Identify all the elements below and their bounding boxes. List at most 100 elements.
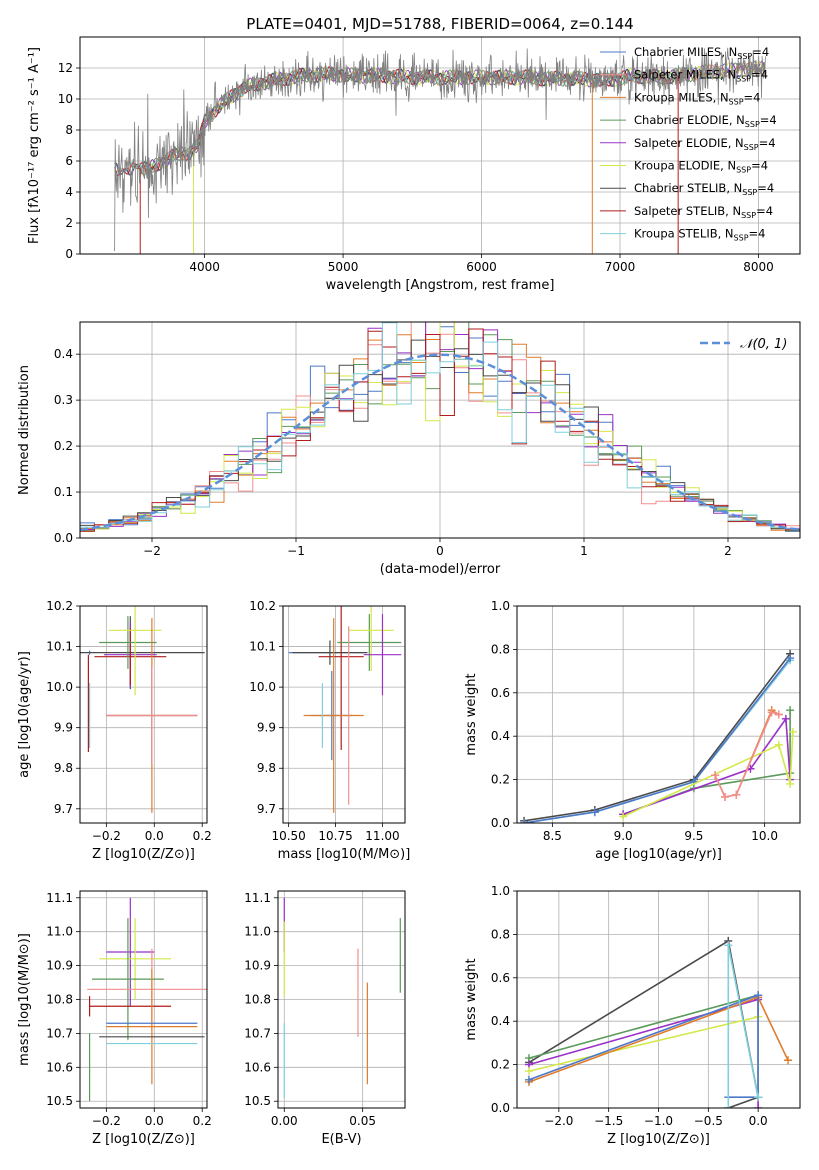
y-axis-label: mass [log10(M/M⊙)] (17, 933, 32, 1066)
legend-subscript: SSP (736, 75, 751, 84)
legend-name: Salpeter MILES, N (634, 68, 736, 82)
y-tick-label: 4 (65, 185, 73, 199)
legend-entry: Chabrier MILES, NSSP=4 (634, 45, 769, 61)
plot-frame (79, 321, 801, 539)
legend-suffix: =4 (756, 204, 773, 218)
y-tick-label: 0.8 (491, 927, 510, 941)
y-tick-label: 10.2 (249, 599, 276, 613)
weight-line (622, 716, 791, 816)
plot-frame (516, 890, 801, 1109)
weight-marker (786, 654, 795, 663)
y-tick-label: 9.8 (54, 761, 73, 775)
y-tick-label: 11.1 (244, 891, 271, 905)
legend-name: Salpeter STELIB, N (634, 204, 741, 218)
legend-suffix: =4 (760, 113, 777, 127)
legend-subscript: SSP (734, 234, 749, 243)
y-tick-label: 0.6 (491, 686, 510, 700)
x-tick-label: 0.05 (349, 1114, 376, 1128)
legend-entry: Salpeter MILES, NSSP=4 (634, 68, 768, 84)
y-tick-label: 0.0 (491, 816, 510, 830)
x-tick-label: 10.75 (318, 829, 352, 843)
y-tick-label: 11.0 (244, 925, 271, 939)
legend-suffix: =4 (757, 181, 774, 195)
residual-histogram (80, 328, 800, 532)
x-tick-label: 0.00 (271, 1114, 298, 1128)
x-tick-label: 4000 (189, 260, 220, 274)
legend-entry: Kroupa STELIB, NSSP=4 (634, 227, 765, 243)
y-tick-label: 6 (65, 154, 73, 168)
x-tick-label: 8.5 (543, 829, 562, 843)
x-tick-label: −0.2 (92, 829, 121, 843)
x-tick-label: 9.5 (684, 829, 703, 843)
legend-subscript: SSP (741, 211, 756, 220)
legend-suffix: =4 (744, 90, 761, 104)
y-tick-label: 1.0 (491, 599, 510, 613)
legend-subscript: SSP (745, 120, 760, 129)
x-tick-label: −1.5 (594, 1114, 623, 1128)
weight-marker (724, 1104, 733, 1108)
weight-marker (590, 808, 599, 817)
plot-background (517, 606, 800, 823)
panel-weight-vs-age: 8.5 9.0 9.5 10.0 0.0 0.2 0.4 0.6 0.8 1.0 age [log1… (464, 599, 801, 862)
x-tick-label: 9.0 (614, 829, 633, 843)
x-tick-label: −0.5 (694, 1114, 723, 1128)
x-tick-label: 11.00 (365, 829, 399, 843)
y-tick-label: 0.4 (491, 1014, 510, 1028)
x-tick-label: 0 (436, 544, 444, 558)
y-tick-label: 10.0 (46, 680, 73, 694)
y-tick-label: 10.9 (46, 959, 73, 973)
plot-content (87, 897, 207, 1102)
plot-frame (282, 605, 406, 824)
legend-subscript: SSP (729, 97, 744, 106)
x-tick-label: −2.0 (544, 1114, 573, 1128)
panel-weight-vs-Z: −2.0 −1.5 −1.0 −0.5 0.0 0.0 0.2 0.4 0.6 0.8 1.0 Z [… (464, 884, 801, 1147)
x-tick-label: −0.2 (92, 1114, 121, 1128)
plot-background (283, 606, 405, 823)
legend-name: Chabrier ELODIE, N (634, 113, 745, 127)
weight-marker (754, 1104, 763, 1108)
legend-entry: 𝒩(0, 1) (740, 337, 787, 352)
legend-suffix: =4 (749, 227, 766, 241)
x-tick-label: 0.0 (749, 1114, 768, 1128)
y-axis-label: Normed distribution (17, 365, 32, 495)
legend-entry: Kroupa MILES, NSSP=4 (634, 90, 760, 106)
x-tick-label: 1 (580, 544, 588, 558)
plot-frame (79, 605, 208, 824)
legend-name: Kroupa ELODIE, N (634, 159, 736, 173)
legend-subscript: SSP (742, 188, 757, 197)
gaussian-curve (80, 353, 800, 532)
residual-histogram (80, 322, 800, 531)
y-tick-label: 10.2 (46, 599, 73, 613)
residual-histogram (80, 322, 800, 530)
y-tick-label: 0.6 (491, 971, 510, 985)
x-axis-label: (data-model)/error (380, 562, 501, 577)
weight-marker (784, 1056, 793, 1065)
plot-background (80, 606, 207, 823)
panel-age-vs-mass: 10.50 10.75 11.00 9.7 9.8 9.9 10.0 10.1 10.2 mass… (249, 599, 410, 862)
y-tick-label: 0.8 (491, 642, 510, 656)
y-axis-label: Flux [fλ10⁻¹⁷ erg cm⁻² s⁻¹ A⁻¹] (27, 47, 42, 244)
y-tick-label: 10.7 (244, 1026, 271, 1040)
x-axis-label: age [log10(age/yr)] (595, 847, 722, 862)
weight-marker (711, 771, 720, 780)
y-tick-label: 10.9 (244, 959, 271, 973)
legend-entry: Kroupa ELODIE, NSSP=4 (634, 159, 768, 175)
legend-name: Kroupa STELIB, N (634, 227, 734, 241)
weight-marker (788, 727, 797, 736)
observed-spectrum-line (114, 47, 766, 252)
x-tick-label: −1 (287, 544, 305, 558)
y-tick-label: 0.3 (54, 393, 73, 407)
weight-marker (767, 708, 776, 717)
x-axis-label: wavelength [Angstrom, rest frame] (326, 278, 555, 293)
y-axis-label: mass weight (464, 673, 479, 755)
weight-marker (781, 714, 790, 723)
panel-mass-vs-EBV: 0.00 0.05 10.5 10.6 10.7 10.8 10.9 11.0 11.1 E(B-… (244, 890, 406, 1147)
weight-marker (721, 792, 730, 801)
y-tick-label: 10.6 (244, 1060, 271, 1074)
panel-mass-vs-Z: −0.2 0.0 0.2 10.5 10.6 10.7 10.8 10.9 11.0 11.1 Z … (17, 890, 212, 1147)
x-tick-label: 0.0 (145, 829, 164, 843)
figure-title: PLATE=0401, MJD=51788, FIBERID=0064, z=0… (246, 15, 633, 33)
legend-suffix: =4 (759, 136, 776, 150)
y-tick-label: 0 (65, 247, 73, 261)
